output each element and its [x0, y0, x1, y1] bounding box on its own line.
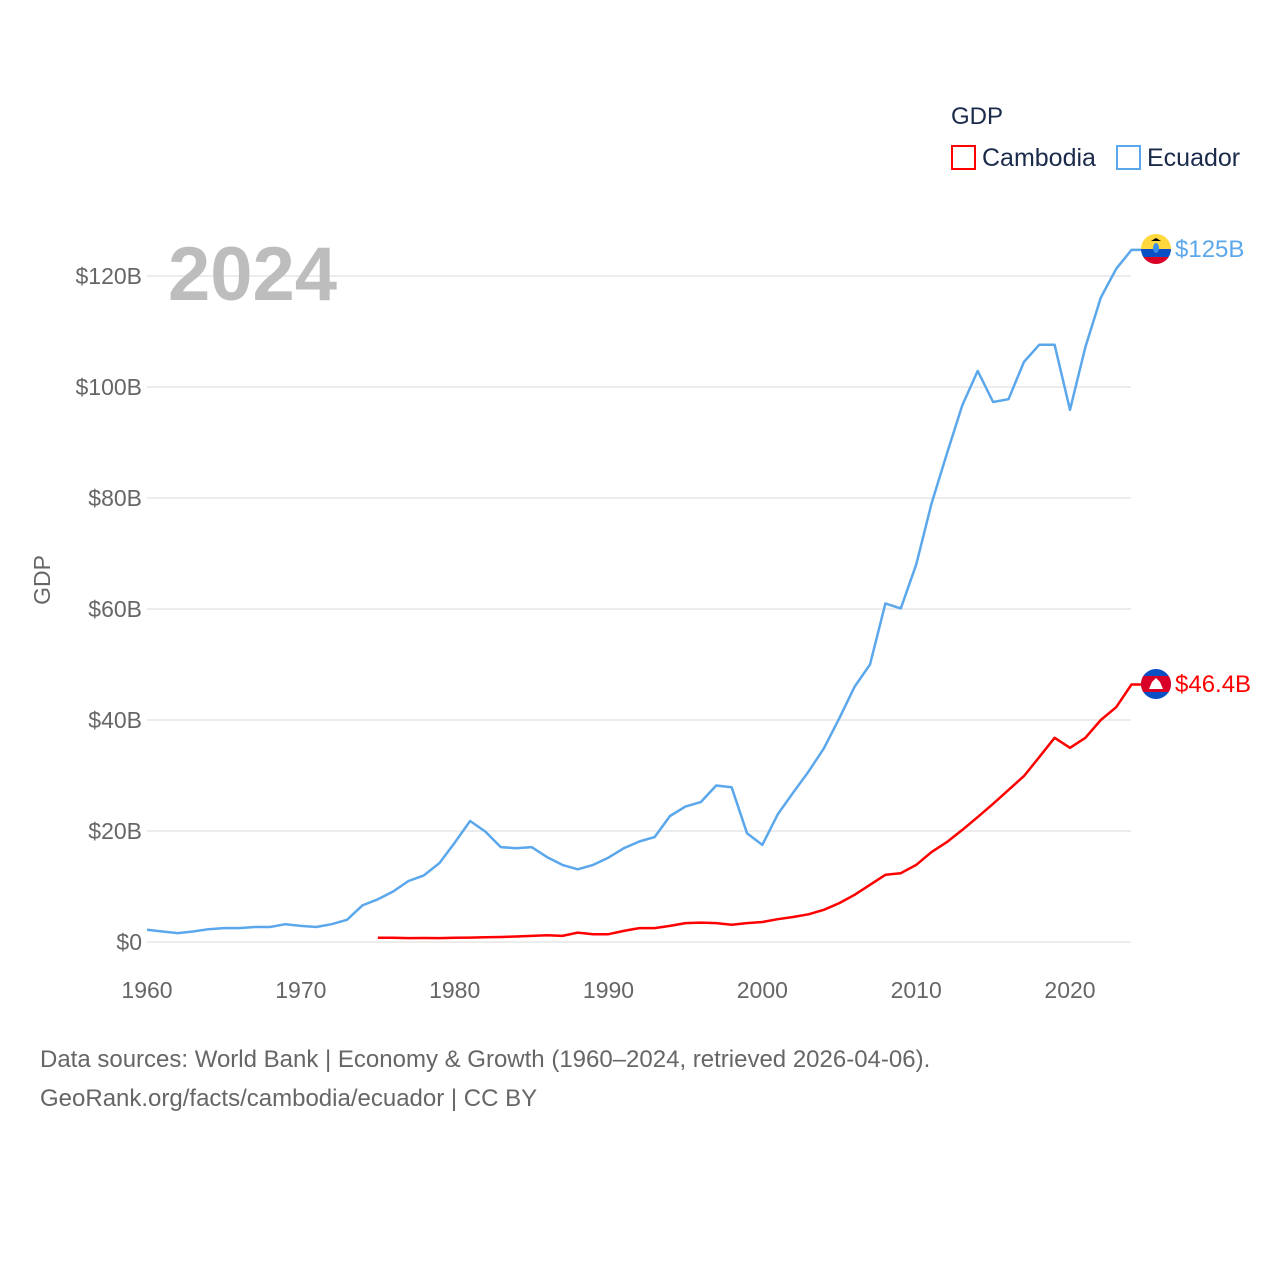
- x-tick-label: 2020: [1044, 977, 1095, 1003]
- y-tick-label: $120B: [75, 263, 142, 289]
- x-tick-label: 1970: [275, 977, 326, 1003]
- x-tick-label: 1980: [429, 977, 480, 1003]
- y-tick-label: $100B: [75, 374, 142, 400]
- data-source-text: Data sources: World Bank | Economy & Gro…: [40, 1046, 931, 1073]
- legend-swatch-ecuador: [1116, 145, 1141, 170]
- legend-swatch-cambodia: [951, 145, 976, 170]
- end-label-ecuador: $125B: [1175, 236, 1244, 263]
- legend-label-cambodia: Cambodia: [982, 144, 1096, 172]
- legend-item-ecuador[interactable]: Ecuador: [1116, 144, 1240, 172]
- legend-item-cambodia[interactable]: Cambodia: [951, 144, 1096, 172]
- y-axis-label: GDP: [29, 555, 55, 605]
- cambodia-flag-icon: [1141, 669, 1171, 699]
- y-tick-label: $40B: [88, 707, 142, 733]
- x-tick-label: 2010: [891, 977, 942, 1003]
- y-tick-label: $60B: [88, 596, 142, 622]
- legend-title: GDP: [951, 103, 1003, 130]
- ecuador-flag-icon: [1141, 234, 1171, 264]
- attribution-link[interactable]: GeoRank.org/facts/cambodia/ecuador | CC …: [40, 1085, 538, 1112]
- end-label-cambodia: $46.4B: [1175, 671, 1251, 698]
- x-tick-label: 2000: [737, 977, 788, 1003]
- y-tick-label: $0: [116, 929, 142, 955]
- series-line-cambodia[interactable]: [377, 683, 1142, 940]
- y-tick-label: $80B: [88, 485, 142, 511]
- y-tick-label: $20B: [88, 818, 142, 844]
- series-line-ecuador[interactable]: [146, 248, 1142, 935]
- legend-label-ecuador: Ecuador: [1147, 144, 1240, 172]
- year-watermark: 2024: [168, 232, 337, 317]
- x-tick-label: 1960: [121, 977, 172, 1003]
- x-tick-label: 1990: [583, 977, 634, 1003]
